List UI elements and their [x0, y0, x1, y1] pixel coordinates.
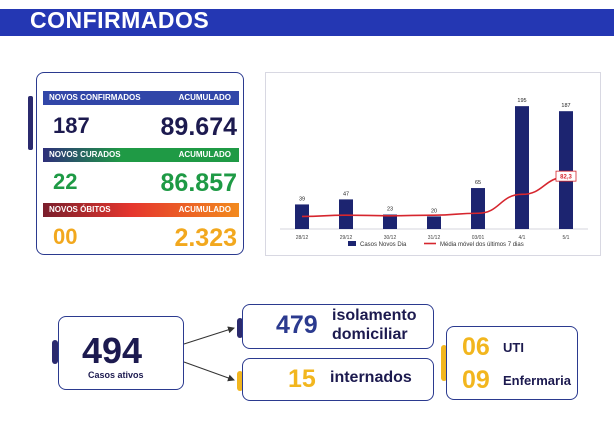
enfermaria-label: Enfermaria	[503, 373, 571, 388]
confirmados-band: NOVOS CONFIRMADOS ACUMULADO	[43, 91, 239, 105]
ativos-label: Casos ativos	[88, 370, 144, 380]
bar	[515, 106, 529, 229]
uti-value: 06	[462, 333, 490, 361]
x-tick-label: 4/1	[519, 235, 526, 241]
obitos-band: NOVOS ÓBITOS ACUMULADO	[43, 203, 239, 217]
internados-value: 15	[288, 365, 316, 393]
bar	[427, 216, 441, 229]
x-tick-label: 03/01	[472, 235, 485, 241]
x-tick-label: 29/12	[340, 235, 353, 241]
isolamento-label-line2: domiciliar	[332, 326, 408, 343]
moving-average-annotation: 82,3	[560, 175, 572, 181]
uti-label: UTI	[503, 340, 524, 355]
bar-value-label: 47	[343, 191, 349, 197]
isolamento-label-line1: isolamento	[332, 307, 417, 324]
obitos-accum-label: ACUMULADO	[178, 205, 231, 214]
isolamento-value: 479	[276, 311, 318, 339]
stats-panel: NOVOS CONFIRMADOS ACUMULADO 187 89.674 N…	[36, 72, 244, 255]
internados-accent-bar	[237, 371, 243, 391]
bar-value-label: 23	[387, 207, 393, 213]
moving-average-line	[301, 176, 567, 218]
confirmados-new-value: 187	[53, 113, 90, 138]
x-tick-label: 28/12	[296, 235, 309, 241]
header-band	[0, 9, 614, 36]
bar	[383, 214, 397, 229]
isolamento-label: isolamento domiciliar	[332, 306, 416, 344]
isolamento-accent-bar	[237, 318, 243, 338]
bar-value-label: 20	[431, 208, 437, 214]
bar-value-label: 39	[299, 196, 305, 202]
bar	[559, 111, 573, 229]
header: CONFIRMADOS	[0, 0, 614, 40]
legend-line-label: Média móvel dos últimos 7 dias	[440, 242, 524, 248]
curados-band: NOVOS CURADOS ACUMULADO	[43, 148, 239, 162]
bar-value-label: 195	[517, 98, 526, 104]
internados-label: internados	[330, 369, 412, 386]
cases-chart: 39 28/12 47 29/12 23 30/12 20 31/12 65 03/01 195 4/…	[280, 98, 588, 248]
confirmados-accum-label: ACUMULADO	[178, 93, 231, 102]
legend-bar-label: Casos Novos Dia	[360, 242, 407, 248]
bar	[339, 199, 353, 229]
obitos-label: NOVOS ÓBITOS	[49, 205, 111, 214]
curados-new-value: 22	[53, 169, 78, 194]
chart-panel: 39 28/12 47 29/12 23 30/12 20 31/12 65 03/01 195 4/…	[265, 72, 601, 256]
x-tick-label: 5/1	[563, 235, 570, 241]
hospital-box	[446, 326, 578, 400]
enfermaria-value: 09	[462, 366, 490, 394]
confirmados-accum-value: 89.674	[160, 113, 237, 141]
x-tick-label: 30/12	[384, 235, 397, 241]
curados-accum-value: 86.857	[160, 169, 237, 197]
stats-accent-bar	[28, 96, 33, 150]
bar-value-label: 187	[561, 103, 570, 109]
arrow-to-isolamento	[183, 326, 235, 345]
arrow-to-internados	[183, 361, 235, 382]
curados-label: NOVOS CURADOS	[49, 150, 121, 159]
curados-accum-label: ACUMULADO	[178, 150, 231, 159]
hospital-accent-bar	[441, 345, 447, 381]
bar	[471, 188, 485, 229]
confirmados-label: NOVOS CONFIRMADOS	[49, 93, 141, 102]
ativos-value: 494	[82, 330, 143, 371]
page-title: CONFIRMADOS	[30, 7, 210, 33]
internados-box	[242, 358, 434, 401]
isolamento-box	[242, 304, 434, 349]
ativos-accent-bar	[52, 340, 58, 364]
ativos-box	[58, 316, 184, 390]
obitos-accum-value: 2.323	[174, 224, 237, 252]
obitos-new-value: 00	[53, 224, 78, 249]
legend-bar-swatch	[348, 241, 356, 246]
moving-average-annotation-box	[555, 170, 577, 182]
x-tick-label: 31/12	[428, 235, 441, 241]
bar-value-label: 65	[475, 180, 481, 186]
